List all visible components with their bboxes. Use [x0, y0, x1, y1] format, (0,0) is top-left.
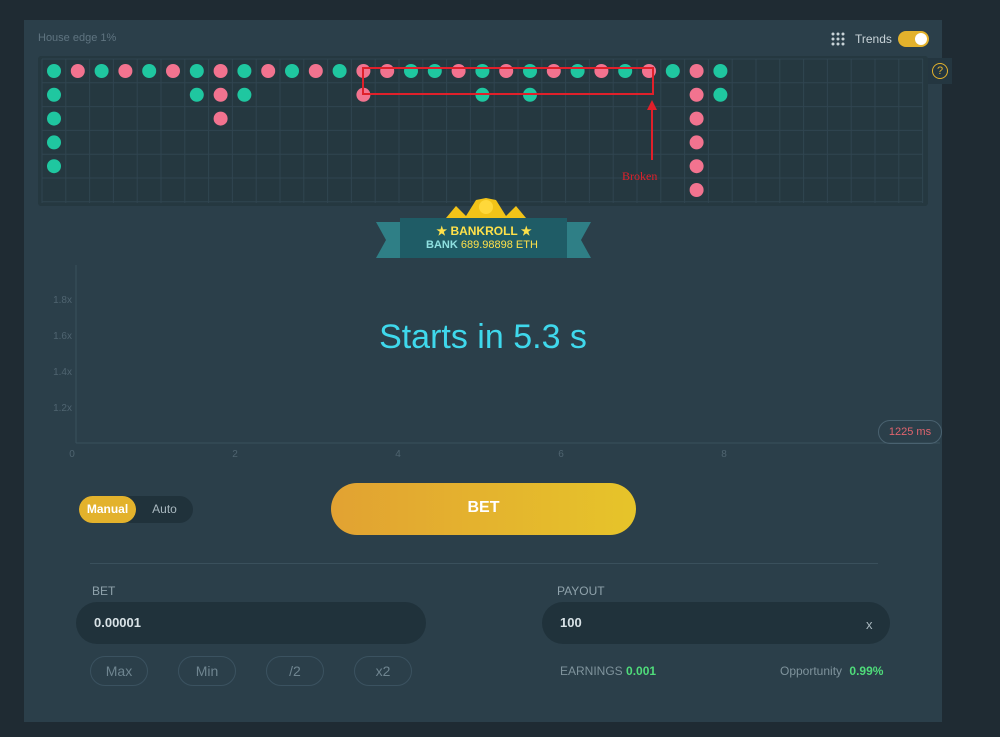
annotation [362, 67, 657, 160]
trend-dot [689, 183, 704, 197]
bank-value: 689.98898 ETH [460, 239, 538, 251]
opportunity-label: Opportunity [780, 664, 843, 678]
trend-dot [47, 159, 61, 174]
earnings-label: EARNINGS [560, 664, 623, 678]
trend-dot [689, 111, 704, 126]
graph: 1.8x 1.6x 1.4x 1.2x 0 2 4 6 8 [53, 265, 940, 460]
bet-action[interactable]: Min [178, 656, 236, 686]
x-tick-label: 4 [395, 449, 401, 460]
trends-label: Trends [855, 32, 892, 46]
trend-dot [261, 64, 276, 78]
y-tick-label: 1.6x [53, 331, 72, 342]
house-edge: House edge 1% [38, 32, 117, 44]
latency: 1225 ms [878, 420, 942, 444]
bet-input[interactable]: 0.00001 [76, 602, 426, 644]
trend-dot [689, 64, 704, 78]
trend-dot [689, 87, 704, 102]
trend-dot [713, 64, 728, 78]
payout-label: PAYOUT [557, 584, 605, 598]
board-bg [38, 56, 928, 206]
trend-dot [47, 135, 61, 150]
trends-icon [831, 32, 845, 46]
bankroll-banner [376, 198, 591, 258]
y-tick-label: 1.4x [53, 367, 72, 378]
trend-dot [142, 64, 157, 78]
trend-dot [713, 87, 728, 102]
trend-dot [237, 87, 252, 102]
divider [90, 563, 878, 564]
y-tick-label: 1.8x [53, 295, 72, 306]
trend-dot [308, 64, 323, 78]
trend-dot [285, 64, 299, 78]
trend-dot [665, 64, 680, 78]
trend-dot [213, 111, 228, 126]
trend-dot [237, 64, 252, 78]
trend-dot [94, 64, 109, 78]
trend-dot [47, 87, 61, 102]
countdown: Starts in 5.3 s [379, 318, 587, 356]
trend-dot [689, 135, 704, 150]
bank-label: BANK [426, 239, 458, 251]
trend-dot [47, 111, 61, 126]
x-tick-label: 6 [558, 449, 564, 460]
earnings: EARNINGS 0.001 [560, 664, 656, 678]
opportunity: Opportunity 0.99% [780, 664, 883, 678]
y-tick-label: 1.2x [53, 403, 72, 414]
payout-suffix: x [866, 617, 873, 632]
trend-dot [689, 159, 704, 174]
toggle-knob [915, 33, 927, 45]
bet-action[interactable]: /2 [266, 656, 324, 686]
bet-label: BET [92, 584, 116, 598]
trends-toggle[interactable] [898, 31, 929, 47]
trend-dot [166, 64, 180, 78]
bank-row: BANK 689.98898 ETH [426, 239, 538, 251]
bet-action[interactable]: x2 [354, 656, 412, 686]
x-tick-label: 0 [69, 449, 75, 460]
trend-dot [213, 64, 228, 78]
bet-button[interactable]: BET [331, 483, 636, 535]
earnings-value: 0.001 [626, 664, 657, 678]
trend-dot [47, 64, 61, 78]
payout-input[interactable]: 100 [542, 602, 890, 644]
trend-dot [189, 64, 204, 78]
mode-auto[interactable]: Auto [152, 502, 177, 516]
annotation-label: Broken [622, 169, 658, 183]
annotation-box [362, 67, 654, 95]
trend-dot [189, 87, 204, 102]
bankroll-title: ★ BANKROLL ★ [436, 224, 532, 238]
x-tick-label: 8 [721, 449, 727, 460]
help-box: ? [928, 58, 952, 84]
trend-dot [332, 64, 347, 78]
bankroll-title-text: BANKROLL [450, 224, 518, 238]
help-button[interactable]: ? [932, 63, 948, 79]
trend-dot [213, 87, 228, 102]
mode-toggle: Manual Auto [79, 496, 193, 523]
x-tick-label: 2 [232, 449, 238, 460]
mode-manual[interactable]: Manual [79, 496, 136, 523]
trend-dot [118, 64, 133, 78]
trend-dot [70, 64, 85, 78]
trend-board [38, 56, 928, 206]
arrow-head [647, 100, 657, 110]
opportunity-value: 0.99% [849, 664, 884, 678]
bet-action[interactable]: Max [90, 656, 148, 686]
